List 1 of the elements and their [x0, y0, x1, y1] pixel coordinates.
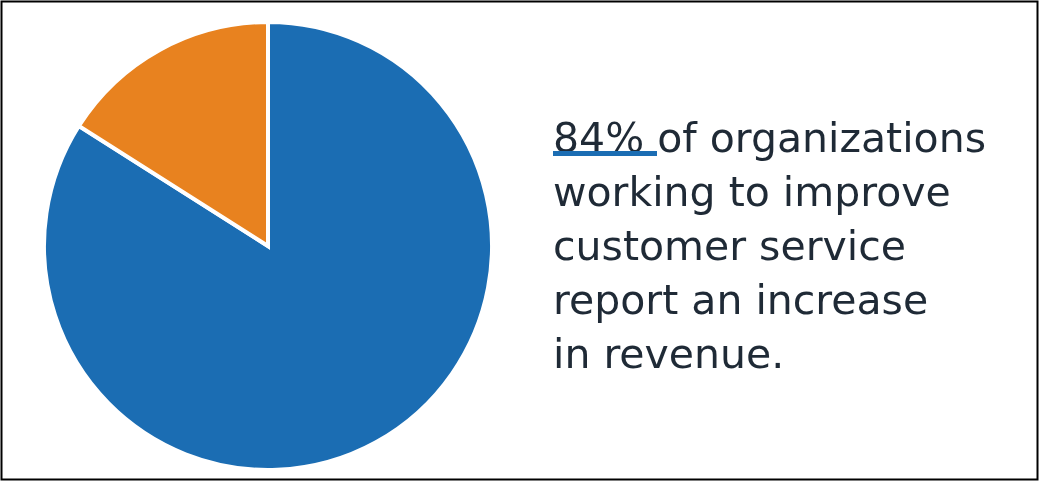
text: 84% of organizations working to improve customer service report an increase in revenue.	[553, 114, 987, 378]
